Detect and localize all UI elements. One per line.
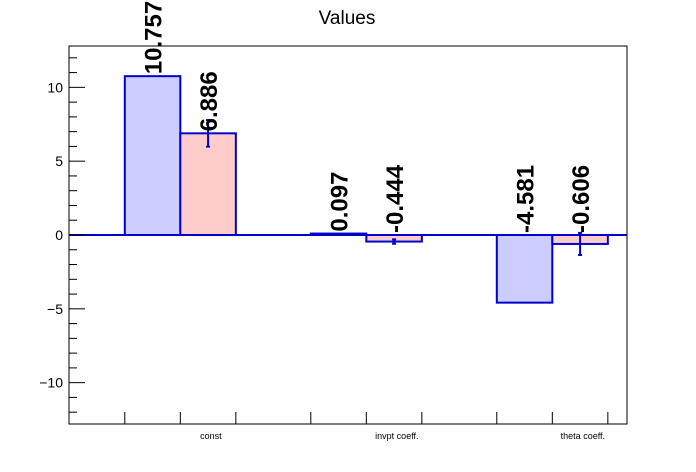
bar-theta-coeff--0 bbox=[495, 234, 554, 304]
x-category-label: invpt coeff. bbox=[375, 431, 418, 441]
data-label-1-0: 0.097 bbox=[327, 172, 354, 232]
bar-const-1 bbox=[179, 132, 237, 237]
y-tick-label: 0 bbox=[55, 227, 63, 243]
bar-const-0 bbox=[123, 75, 182, 236]
error-bar-2-1 bbox=[578, 231, 583, 257]
data-label-0-0: 10.757 bbox=[141, 1, 168, 74]
data-label-0-1: 6.886 bbox=[196, 71, 223, 131]
x-category-label: const bbox=[200, 431, 222, 441]
data-label-1-1: -0.444 bbox=[382, 164, 409, 233]
data-label-2-1: -0.606 bbox=[568, 165, 595, 233]
error-bar-0-1 bbox=[206, 119, 211, 148]
y-tick-label: −5 bbox=[47, 301, 63, 317]
error-bars-layer bbox=[206, 119, 583, 257]
y-tick-label: 5 bbox=[55, 153, 63, 169]
data-label-2-0: -4.581 bbox=[513, 165, 540, 233]
x-category-label: theta coeff. bbox=[561, 431, 605, 441]
data-labels-layer: 10.757 0.097 -4.581 6.886 -0.444 -0.606 bbox=[141, 1, 596, 233]
error-bar-1-1 bbox=[392, 238, 397, 245]
y-tick-label: 10 bbox=[47, 79, 63, 95]
axes-layer: −10 −5 0 5 10 const invpt coeff. theta coeff. bbox=[39, 57, 609, 441]
chart-title: Values bbox=[319, 8, 376, 29]
y-tick-label: −10 bbox=[39, 375, 63, 391]
